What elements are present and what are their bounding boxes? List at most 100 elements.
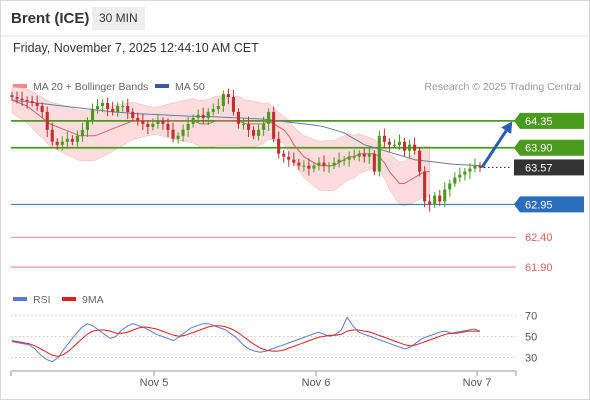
level-label-resistance: 64.35 — [525, 116, 553, 128]
candle-body — [70, 138, 74, 142]
rsi-ma-legend-label: 9MA — [82, 294, 104, 306]
candle-body — [448, 183, 452, 190]
candle-body — [428, 201, 432, 205]
candle-body — [403, 141, 407, 151]
candle-body — [357, 153, 361, 157]
candle-body — [257, 129, 261, 136]
candle-body — [151, 123, 155, 127]
rsi-tick-label: 70 — [525, 310, 537, 322]
forecast-arrow-head — [501, 121, 513, 135]
current-price-tag — [514, 159, 584, 176]
candle-body — [80, 129, 84, 136]
candle-body — [397, 141, 401, 145]
header-bar: Brent (ICE) 30 MIN — [0, 0, 590, 36]
candle-body — [241, 123, 245, 125]
candle-body — [50, 129, 54, 142]
rsi-tick-label: 30 — [525, 352, 537, 364]
candle-body — [282, 153, 286, 157]
level-label-support: 62.40 — [525, 232, 553, 244]
candle-body — [206, 111, 210, 118]
candle-body — [171, 129, 175, 139]
candle-body — [292, 159, 296, 163]
candle-body — [176, 135, 180, 139]
candle-body — [35, 103, 39, 106]
candle-body — [443, 189, 447, 202]
candle-body — [342, 159, 346, 161]
candle-body — [267, 111, 271, 124]
candle-body — [347, 156, 351, 160]
candle-body — [91, 108, 95, 121]
candle-body — [65, 138, 69, 142]
candle-body — [136, 117, 140, 121]
candle-body — [478, 165, 482, 168]
forecast-arrow-shaft — [480, 129, 508, 169]
ma50-legend-label: MA 50 — [175, 81, 205, 93]
candle-body — [277, 138, 281, 154]
level-label-pivot: 62.95 — [525, 199, 553, 211]
forecast — [480, 121, 513, 169]
candle-body — [121, 106, 125, 107]
level-label-support: 61.90 — [525, 262, 553, 274]
candle-body — [287, 156, 291, 160]
candle-body — [297, 162, 301, 166]
candle-body — [438, 195, 442, 202]
candle-body — [377, 135, 381, 172]
candle-body — [10, 95, 14, 97]
candle-body — [327, 165, 331, 167]
candle-body — [468, 168, 472, 172]
candle-body — [453, 177, 457, 184]
x-axis-ticks: Nov 5 Nov 6 Nov 7 — [10, 371, 517, 389]
instrument-title: Brent (ICE) — [11, 10, 90, 27]
candle-body — [413, 144, 417, 151]
candle-body — [141, 120, 145, 124]
candle-body — [15, 97, 19, 99]
rsi-ma-legend-swatch — [62, 297, 76, 301]
level-tag-resistance — [514, 112, 584, 129]
bollinger-bands — [11, 86, 430, 207]
candle-body — [473, 165, 477, 169]
rsi-panel: 70 50 30 — [11, 310, 537, 364]
rsi-line — [11, 316, 481, 363]
candle-body — [352, 156, 356, 158]
rsi-legend-swatch — [13, 297, 27, 301]
candle-body — [186, 123, 190, 130]
candle-body — [221, 94, 225, 106]
candle-body — [101, 103, 105, 106]
level-label-resistance: 63.90 — [525, 143, 553, 155]
candle-body — [161, 120, 165, 124]
candle-body — [252, 129, 256, 136]
rsi-tick-label: 50 — [525, 331, 537, 343]
chart-datetime: Friday, November 7, 2025 12:44:10 AM CET — [13, 41, 259, 55]
candle-body — [196, 114, 200, 118]
level-labels: 64.35 63.90 63.57 62.95 62.40 61.90 — [514, 112, 584, 274]
research-credit: Research © 2025 Trading Central — [424, 81, 581, 93]
candle-body — [231, 97, 235, 112]
bollinger-legend-swatch — [13, 84, 27, 88]
candle-body — [463, 171, 467, 175]
candle-body — [20, 98, 24, 100]
level-tag-resistance — [514, 139, 584, 156]
interval-button[interactable]: 30 MIN — [92, 7, 145, 30]
candle-body — [96, 106, 100, 109]
candle-body — [392, 144, 396, 146]
candle-body — [111, 108, 115, 112]
candle-body — [40, 106, 44, 112]
candle-body — [262, 123, 266, 130]
candle-body — [181, 129, 185, 136]
candle-body — [362, 153, 366, 157]
candle-body — [302, 165, 306, 167]
candle-body — [337, 159, 341, 163]
candle-body — [55, 141, 59, 145]
candle-body — [116, 106, 120, 112]
candle-body — [60, 141, 64, 145]
candle-body — [85, 120, 89, 130]
rsi-legend-label: RSI — [33, 294, 51, 306]
candle-body — [106, 103, 110, 109]
x-tick-label: Nov 6 — [302, 377, 331, 389]
candle-body — [317, 162, 321, 166]
candle-body — [236, 111, 240, 124]
candle-body — [322, 162, 326, 166]
level-tag-pivot — [514, 196, 584, 213]
candle-body — [156, 120, 160, 124]
